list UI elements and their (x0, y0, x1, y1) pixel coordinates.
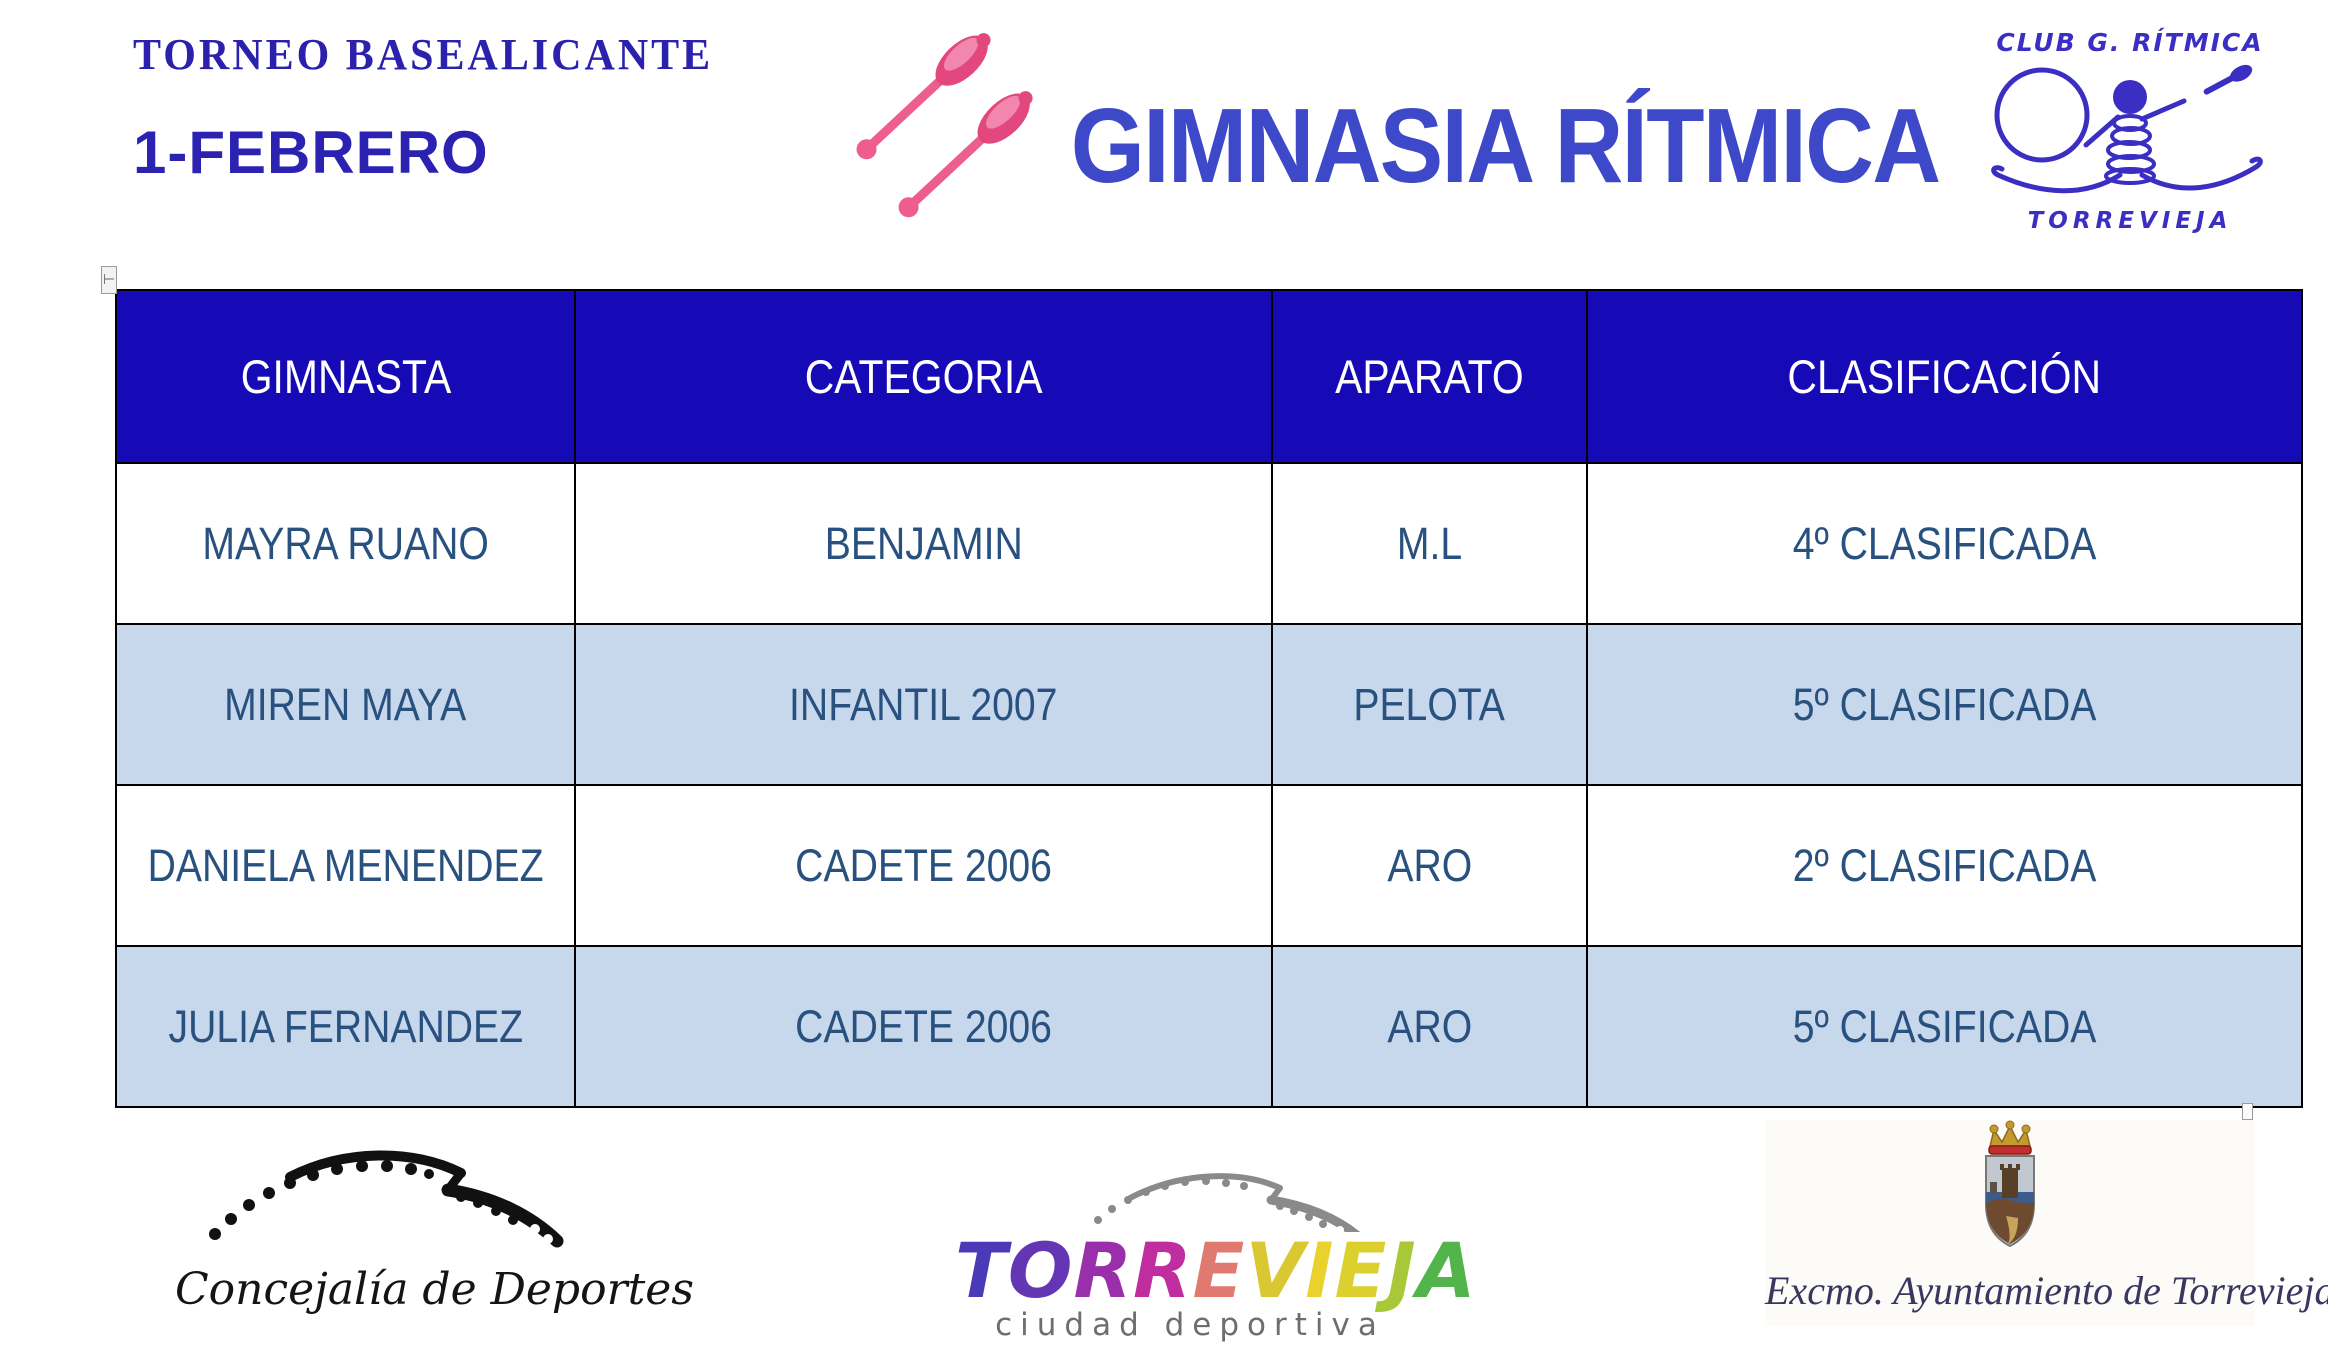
table-anchor-mark: ⊢ (101, 266, 117, 294)
header-label: CLASIFICACIÓN (1787, 350, 2102, 403)
header-label: CATEGORIA (804, 350, 1043, 403)
table-cell-apparatus: ARO (1271, 945, 1589, 1108)
page-title: GIMNASIA RÍTMICA (1070, 87, 1941, 205)
table-cell-apparatus: ARO (1271, 784, 1589, 947)
header-label: GIMNASTA (240, 350, 451, 403)
cell-text: MIREN MAYA (224, 678, 467, 730)
cell-text: MAYRA RUANO (202, 517, 489, 569)
table-row: MAYRA RUANO BENJAMIN M.L 4º CLASIFICADA (114, 462, 2304, 625)
table-cell-gymnast: JULIA FERNANDEZ (114, 945, 577, 1108)
cell-text: BENJAMIN (824, 517, 1023, 569)
table-row: DANIELA MENENDEZ CADETE 2006 ARO 2º CLAS… (114, 784, 2304, 947)
table-cell-gymnast: MAYRA RUANO (114, 462, 577, 625)
gymnastics-clubs-icon (856, 33, 1033, 218)
table-row: JULIA FERNANDEZ CADETE 2006 ARO 5º CLASI… (114, 945, 2304, 1108)
table-cell-gymnast: MIREN MAYA (114, 623, 577, 786)
table-cell-apparatus: M.L (1271, 462, 1589, 625)
cell-text: DANIELA MENENDEZ (147, 839, 544, 891)
cell-text: JULIA FERNANDEZ (168, 1000, 523, 1052)
cell-text: ARO (1387, 1000, 1473, 1052)
cell-text: INFANTIL 2007 (789, 678, 1058, 730)
table-cell-category: CADETE 2006 (574, 784, 1274, 947)
gray-dome-icon (1094, 1173, 1363, 1241)
cell-text: ARO (1387, 839, 1473, 891)
concejalia-text: Concejalía de Deportes (175, 1264, 694, 1315)
club-logo: CLUB G. RÍTMICA TORREVIEJA (1975, 28, 2285, 234)
cell-text: 2º CLASIFICADA (1792, 839, 2097, 891)
sports-dome-icon (209, 1150, 564, 1248)
concejalia-logo: Concejalía de Deportes (175, 1135, 694, 1315)
table-header-gimnasta: GIMNASTA (114, 289, 577, 464)
club-logo-top-text: CLUB G. RÍTMICA (1996, 28, 2264, 57)
table-cell-ranking: 2º CLASIFICADA (1586, 784, 2304, 947)
table-header-categoria: CATEGORIA (574, 289, 1274, 464)
table-cell-ranking: 5º CLASIFICADA (1586, 945, 2304, 1108)
cell-text: CADETE 2006 (795, 1000, 1052, 1052)
gymnast-with-hoop-icon (1991, 64, 2263, 194)
torrevieja-logo: TORREVIEJA ciudad deportiva (955, 1140, 1477, 1344)
ayuntamiento-logo: Excmo. Ayuntamiento de Torrevieja (1765, 1120, 2328, 1326)
torrevieja-wordmark: TORREVIEJA (955, 1226, 1477, 1315)
coat-of-arms-icon (1985, 1120, 2035, 1248)
club-logo-bottom-text: TORREVIEJA (2027, 208, 2233, 234)
results-table: GIMNASTA CATEGORIA APARATO CLASIFICACIÓN… (114, 289, 2304, 1108)
ayuntamiento-text: Excmo. Ayuntamiento de Torrevieja (1765, 1268, 2328, 1313)
table-row: MIREN MAYA INFANTIL 2007 PELOTA 5º CLASI… (114, 623, 2304, 786)
tournament-date: 1-FEBRERO (133, 119, 489, 186)
table-cell-ranking: 4º CLASIFICADA (1586, 462, 2304, 625)
table-cell-ranking: 5º CLASIFICADA (1586, 623, 2304, 786)
cell-text: M.L (1396, 517, 1463, 569)
table-cell-category: CADETE 2006 (574, 945, 1274, 1108)
cell-text: 4º CLASIFICADA (1792, 517, 2097, 569)
table-cell-apparatus: PELOTA (1271, 623, 1589, 786)
table-cell-category: INFANTIL 2007 (574, 623, 1274, 786)
cell-text: 5º CLASIFICADA (1792, 678, 2097, 730)
table-header-row: GIMNASTA CATEGORIA APARATO CLASIFICACIÓN (114, 289, 2304, 464)
table-header-aparato: APARATO (1271, 289, 1589, 464)
tournament-title: TORNEO BASEALICANTE (133, 31, 714, 80)
cell-text: CADETE 2006 (795, 839, 1052, 891)
table-cell-gymnast: DANIELA MENENDEZ (114, 784, 577, 947)
table-cell-category: BENJAMIN (574, 462, 1274, 625)
cell-text: 5º CLASIFICADA (1792, 1000, 2097, 1052)
resize-handle-mark (2242, 1103, 2253, 1120)
cell-text: PELOTA (1353, 678, 1506, 730)
header-label: APARATO (1335, 350, 1524, 403)
ciudad-deportiva-text: ciudad deportiva (995, 1307, 1385, 1344)
table-header-clasificacion: CLASIFICACIÓN (1586, 289, 2304, 464)
